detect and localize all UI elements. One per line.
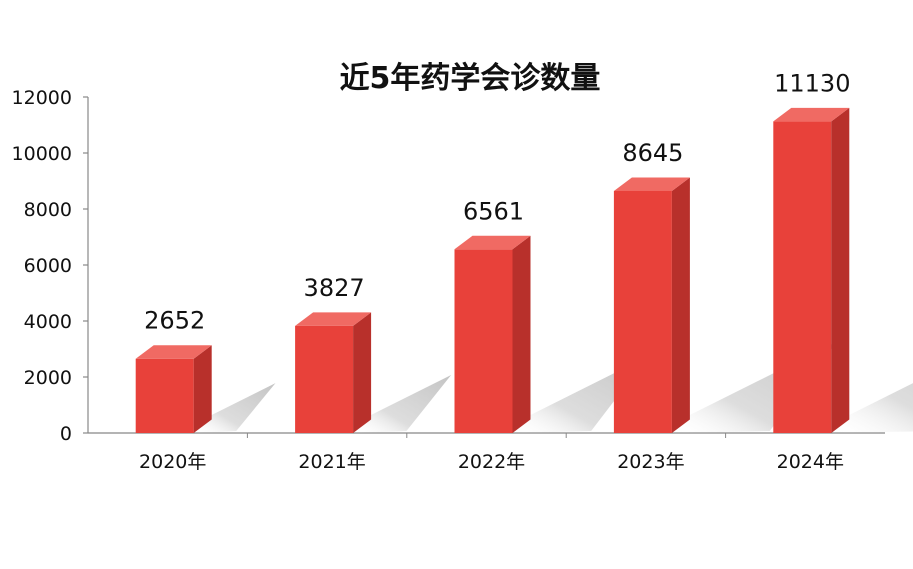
y-tick-label: 0 — [60, 423, 72, 445]
bar-side — [831, 107, 850, 434]
x-tick-label: 2023年 — [617, 451, 684, 473]
y-tick-label: 8000 — [24, 199, 72, 221]
bar-side — [512, 235, 531, 433]
bar-front — [295, 325, 354, 433]
x-tick-label: 2022年 — [458, 451, 525, 473]
bar-front — [773, 121, 832, 434]
bar-side — [671, 177, 690, 433]
bar-top — [454, 235, 531, 250]
chart-title: 近5年药学会诊数量 — [340, 61, 601, 96]
bar-front — [135, 358, 194, 433]
bar-side — [193, 345, 212, 433]
y-tick-label: 10000 — [12, 143, 72, 165]
data-label: 8645 — [622, 139, 683, 167]
data-label: 3827 — [304, 274, 365, 302]
x-tick-label: 2024年 — [777, 451, 844, 473]
bar-top — [613, 177, 690, 191]
bar — [135, 345, 212, 433]
bar — [773, 107, 850, 434]
y-tick-label: 6000 — [24, 255, 72, 277]
y-tick-label: 4000 — [24, 311, 72, 333]
bar-front — [613, 190, 672, 433]
bar-shadow — [353, 374, 452, 433]
y-tick-label: 12000 — [12, 87, 72, 109]
y-tick-label: 2000 — [24, 367, 72, 389]
data-label: 6561 — [463, 197, 524, 225]
bar-top — [295, 312, 372, 326]
data-label: 11130 — [774, 69, 850, 97]
bar-front — [454, 249, 513, 433]
x-tick-label: 2020年 — [139, 451, 206, 473]
bar-top — [773, 107, 850, 122]
bar — [295, 312, 372, 433]
x-tick-label: 2021年 — [298, 451, 365, 473]
bar-side — [353, 312, 372, 433]
bar — [613, 177, 690, 433]
bar — [454, 235, 531, 433]
bar-shadow — [193, 383, 276, 433]
data-label: 2652 — [144, 307, 205, 335]
bar-shadow — [831, 383, 913, 433]
bar-top — [135, 345, 212, 359]
